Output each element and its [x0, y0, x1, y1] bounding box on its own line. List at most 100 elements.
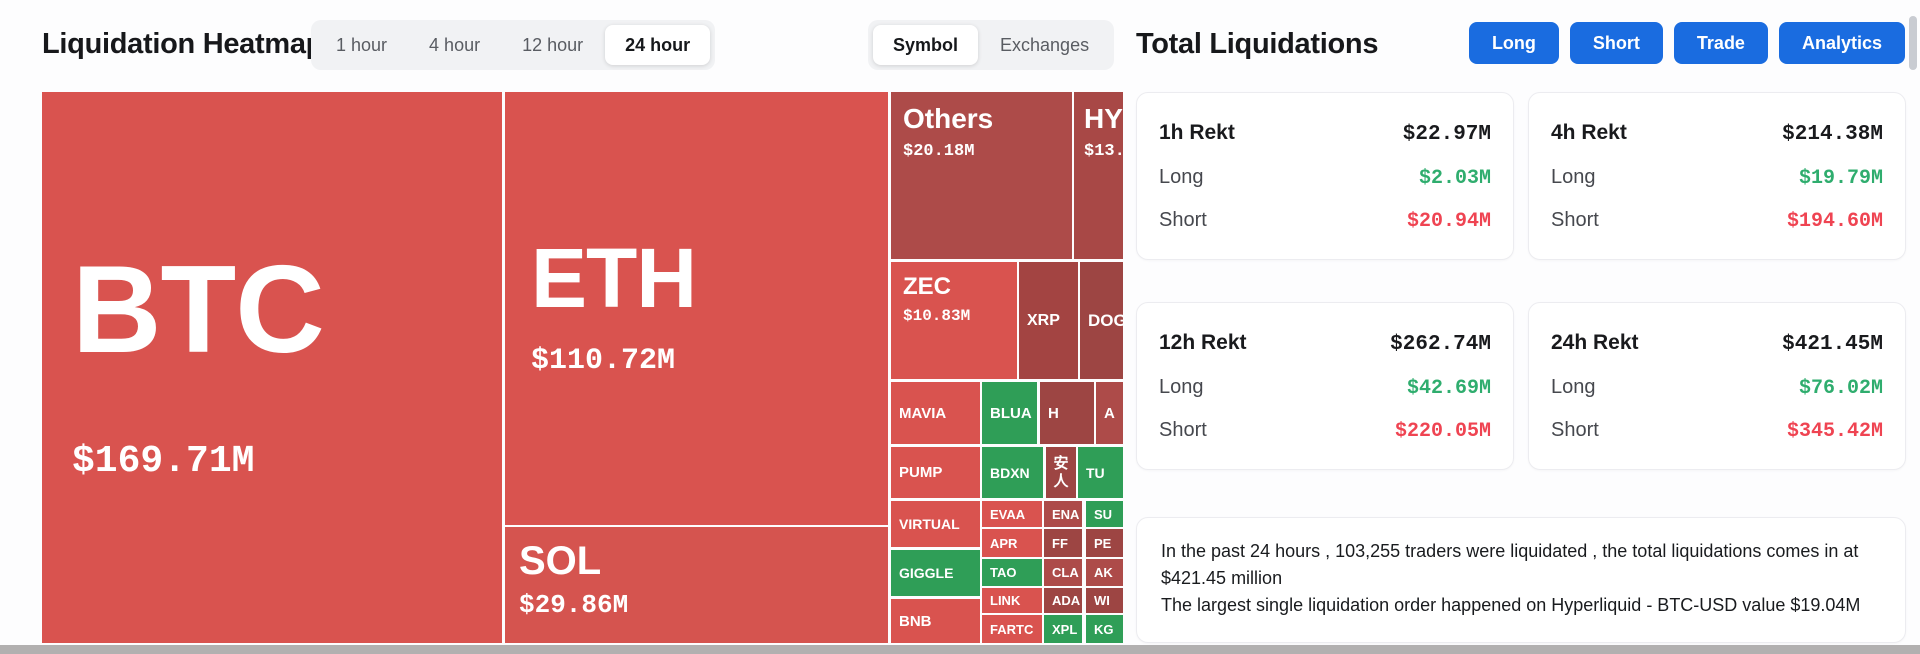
heatmap-tile-kg[interactable]: KG: [1086, 615, 1123, 643]
tile-symbol: SOL: [519, 539, 602, 583]
short-label: Short: [1159, 209, 1207, 231]
scrollbar-thumb[interactable]: [1909, 16, 1917, 70]
heatmap-tile-bdxn[interactable]: BDXN: [982, 447, 1043, 498]
card-period: 1h Rekt: [1159, 121, 1235, 144]
heatmap-tile-virtual[interactable]: VIRTUAL: [891, 501, 980, 547]
heatmap-tile-ak[interactable]: AK: [1086, 559, 1123, 586]
rekt-card-24h: 24h Rekt $421.45M Long $76.02M Short $34…: [1528, 302, 1906, 470]
heatmap-tile-h[interactable]: H: [1040, 382, 1094, 444]
tile-symbol: GIGGLE: [899, 565, 954, 581]
heatmap-tile-a[interactable]: A: [1096, 382, 1123, 444]
tile-symbol: H: [1048, 404, 1059, 422]
heatmap-tile-others[interactable]: Others $20.18M: [891, 92, 1072, 259]
tile-symbol: HY: [1084, 103, 1123, 134]
tile-symbol: EVAA: [990, 506, 1026, 522]
card-period: 12h Rekt: [1159, 331, 1247, 354]
tile-value: $110.72M: [531, 344, 676, 379]
heatmap-tile-pe[interactable]: PE: [1086, 529, 1123, 557]
heatmap-tile-tao[interactable]: TAO: [982, 559, 1042, 586]
tab-4-hour[interactable]: 4 hour: [409, 25, 500, 65]
tab-exchanges[interactable]: Exchanges: [980, 25, 1109, 65]
heatmap-tile-zec[interactable]: ZEC $10.83M: [891, 262, 1017, 379]
short-label: Short: [1551, 419, 1599, 441]
heatmap-tile-giggle[interactable]: GIGGLE: [891, 550, 980, 596]
tile-symbol: MAVIA: [899, 404, 947, 422]
tab-symbol[interactable]: Symbol: [873, 25, 979, 65]
heatmap-tile-mavia[interactable]: MAVIA: [891, 382, 980, 444]
tile-symbol: BNB: [899, 612, 932, 630]
heatmap-tile-cla[interactable]: CLA: [1044, 559, 1082, 586]
heatmap-tile-安人[interactable]: 安人: [1046, 447, 1076, 498]
tile-symbol: ADA: [1052, 593, 1081, 608]
long-value: $42.69M: [1406, 376, 1491, 400]
next-section-edge: [0, 645, 1920, 654]
tile-symbol: LINK: [990, 593, 1021, 608]
heatmap-tile-ada[interactable]: ADA: [1044, 588, 1082, 613]
heatmap-tile-xrp[interactable]: XRP: [1019, 262, 1078, 379]
trade-button[interactable]: Trade: [1673, 22, 1768, 64]
long-label: Long: [1551, 165, 1596, 188]
heatmap-tile-eth[interactable]: ETH $110.72M: [505, 92, 888, 525]
tab-24-hour[interactable]: 24 hour: [605, 25, 711, 65]
tile-symbol: BTC: [72, 241, 325, 380]
short-button[interactable]: Short: [1569, 22, 1663, 64]
summary-line-1: In the past 24 hours , 103,255 traders w…: [1161, 541, 1859, 588]
summary-panel: In the past 24 hours , 103,255 traders w…: [1136, 517, 1906, 643]
tile-value: $10.83M: [903, 307, 971, 326]
mode-tabs: Symbol Exchanges: [868, 20, 1115, 70]
short-value: $20.94M: [1406, 210, 1491, 233]
tile-symbol: PUMP: [899, 464, 943, 481]
card-total: $262.74M: [1390, 333, 1491, 356]
card-total: $214.38M: [1782, 123, 1883, 146]
tile-symbol: XPL: [1052, 621, 1078, 637]
tile-symbol: Others: [903, 103, 994, 134]
short-value: $194.60M: [1786, 210, 1883, 233]
rekt-card-1h: 1h Rekt $22.97M Long $2.03M Short $20.94…: [1136, 92, 1514, 260]
tile-symbol: FARTC: [990, 621, 1034, 637]
tile-symbol: VIRTUAL: [899, 516, 960, 532]
tile-symbol: TAO: [990, 565, 1017, 580]
heatmap-tile-pump[interactable]: PUMP: [891, 447, 980, 498]
tab-12-hour[interactable]: 12 hour: [502, 25, 603, 65]
rekt-card-4h: 4h Rekt $214.38M Long $19.79M Short $194…: [1528, 92, 1906, 260]
card-period: 24h Rekt: [1551, 331, 1639, 354]
tile-symbol: ENA: [1052, 506, 1080, 522]
tab-1-hour[interactable]: 1 hour: [316, 25, 407, 65]
heatmap-tile-ff[interactable]: FF: [1044, 529, 1082, 557]
heatmap-tile-ena[interactable]: ENA: [1044, 501, 1082, 527]
card-total: $421.45M: [1782, 333, 1883, 356]
tile-symbol: TU: [1086, 464, 1105, 481]
total-liquidations-title: Total Liquidations: [1136, 28, 1379, 60]
time-range-tabs: 1 hour 4 hour 12 hour 24 hour: [311, 20, 716, 70]
heatmap-tile-link[interactable]: LINK: [982, 588, 1042, 613]
heatmap-tile-xpl[interactable]: XPL: [1044, 615, 1082, 643]
long-label: Long: [1159, 165, 1204, 188]
tile-symbol: FF: [1052, 535, 1068, 551]
tile-symbol: ZEC: [903, 273, 951, 300]
heatmap-tile-wi[interactable]: WI: [1086, 588, 1123, 613]
heatmap-tile-evaa[interactable]: EVAA: [982, 501, 1042, 527]
long-value: $19.79M: [1798, 166, 1883, 190]
heatmap-tile-su[interactable]: SU: [1086, 501, 1123, 527]
heatmap-tile-btc[interactable]: BTC $169.71M: [42, 92, 502, 643]
short-value: $345.42M: [1786, 420, 1883, 443]
heatmap-tile-dog[interactable]: DOG: [1080, 262, 1123, 379]
heatmap-tile-tu[interactable]: TU: [1078, 447, 1123, 498]
heatmap-tile-blua[interactable]: BLUA: [982, 382, 1037, 444]
action-buttons: Long Short Trade Analytics: [1468, 22, 1905, 64]
heatmap-tile-hy[interactable]: HY $13.3: [1074, 92, 1123, 259]
long-button[interactable]: Long: [1468, 22, 1559, 64]
heatmap-tile-sol[interactable]: SOL $29.86M: [505, 527, 888, 643]
analytics-button[interactable]: Analytics: [1778, 22, 1905, 64]
heatmap-tile-apr[interactable]: APR: [982, 529, 1042, 557]
heatmap-tile-fartc[interactable]: FARTC: [982, 615, 1042, 643]
tile-value: $29.86M: [519, 590, 629, 620]
long-label: Long: [1159, 375, 1204, 398]
tile-symbol: 安人: [1053, 455, 1069, 490]
tile-symbol: CLA: [1052, 565, 1079, 580]
tile-symbol: PE: [1094, 535, 1112, 551]
heatmap-tile-bnb[interactable]: BNB: [891, 599, 980, 643]
tile-symbol: ETH: [531, 230, 697, 325]
rekt-card-12h: 12h Rekt $262.74M Long $42.69M Short $22…: [1136, 302, 1514, 470]
